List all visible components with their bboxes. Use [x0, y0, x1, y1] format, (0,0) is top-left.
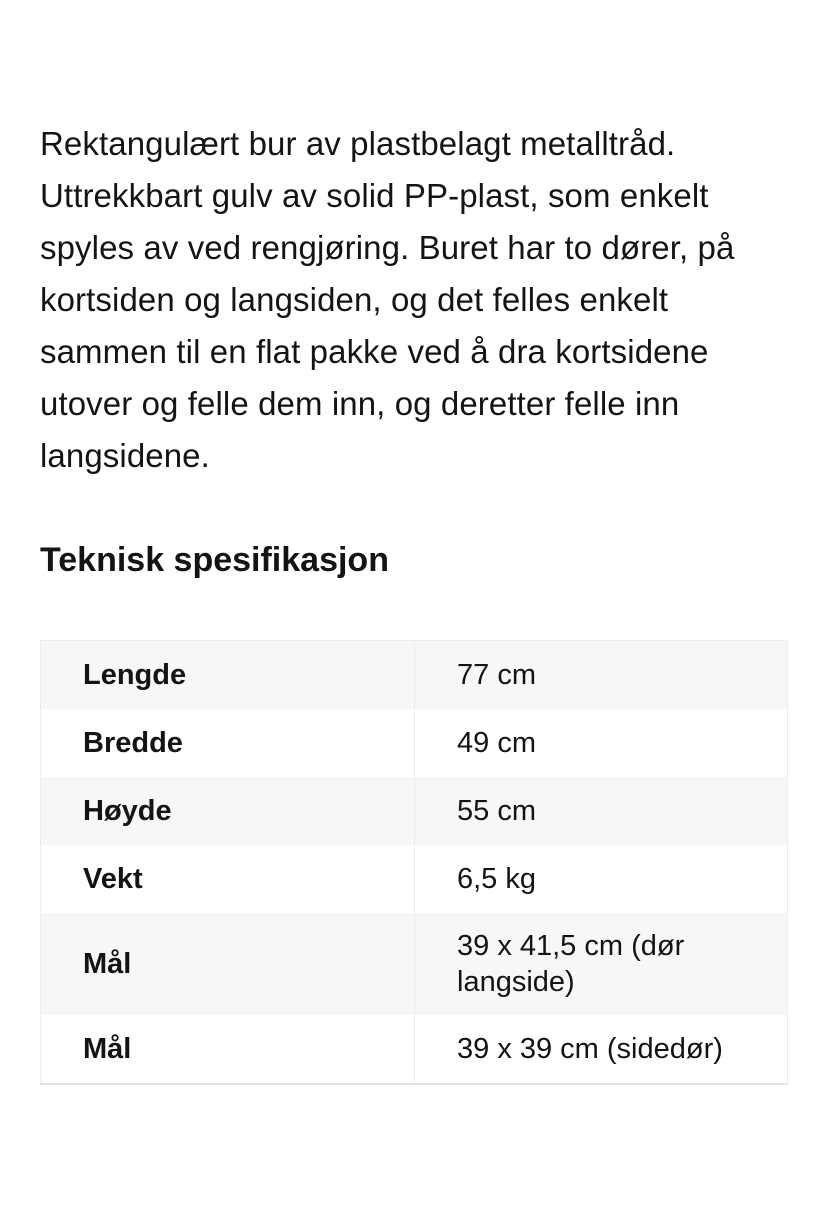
spec-label: Høyde [83, 795, 172, 827]
table-row: Mål 39 x 41,5 cm (dør langside) [41, 913, 787, 1015]
page-content: Rektangulært bur av plastbelagt metalltr… [40, 125, 788, 1085]
spec-label: Mål [83, 1033, 132, 1065]
table-row: Vekt 6,5 kg [41, 845, 787, 913]
spec-label: Vekt [83, 863, 143, 895]
table-row: Mål 39 x 39 cm (sidedør) [41, 1015, 787, 1083]
spec-label: Lengde [83, 659, 187, 691]
table-row: Høyde 55 cm [41, 777, 787, 845]
spec-value: 77 cm [414, 641, 787, 709]
spec-label: Mål [83, 948, 132, 980]
spec-value: 6,5 kg [414, 845, 787, 913]
spec-value: 39 x 39 cm (sidedør) [414, 1015, 787, 1083]
table-row: Bredde 49 cm [41, 709, 787, 777]
spec-table: Lengde 77 cm Bredde 49 cm Høyde 55 cm Ve… [40, 640, 788, 1085]
spec-value: 39 x 41,5 cm (dør langside) [414, 913, 787, 1015]
product-description: Rektangulært bur av plastbelagt metalltr… [40, 125, 735, 474]
table-row: Lengde 77 cm [41, 641, 787, 709]
spec-label: Bredde [83, 727, 183, 759]
spec-value: 49 cm [414, 709, 787, 777]
section-title: Teknisk spesifikasjon [40, 541, 389, 579]
spec-value: 55 cm [414, 777, 787, 845]
